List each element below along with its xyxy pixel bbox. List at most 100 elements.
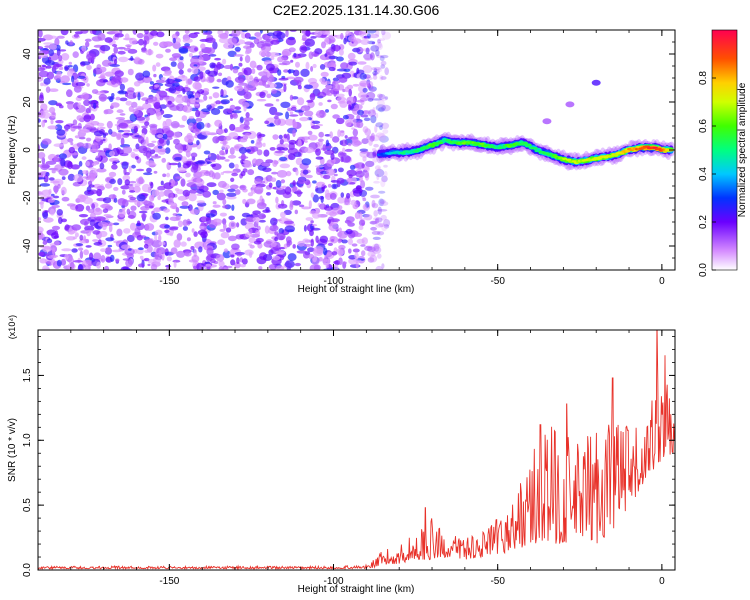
noise-blob xyxy=(48,88,59,92)
noise-blob xyxy=(104,247,112,255)
y-tick-label: 0.0 xyxy=(22,563,33,577)
noise-blob xyxy=(158,241,166,246)
noise-blob xyxy=(116,228,123,237)
noise-blob xyxy=(273,82,283,89)
noise-blob xyxy=(245,112,250,118)
noise-blob xyxy=(338,76,348,83)
noise-blob xyxy=(204,261,210,264)
noise-blob xyxy=(337,196,346,204)
noise-blob xyxy=(169,232,174,237)
noise-blob xyxy=(73,85,82,93)
noise-blob xyxy=(119,97,128,102)
noise-blob xyxy=(272,134,279,140)
noise-blob xyxy=(374,218,380,224)
noise-blob xyxy=(72,51,79,58)
noise-blob xyxy=(348,88,353,97)
noise-blob xyxy=(305,61,310,70)
noise-blob xyxy=(219,212,227,217)
colorbar-ticks: 0.0 0.2 0.4 0.6 0.8 xyxy=(698,71,716,277)
noise-blob xyxy=(364,246,373,251)
noise-blob xyxy=(178,48,189,54)
noise-blob xyxy=(129,222,137,231)
noise-blob xyxy=(115,258,120,262)
noise-blob xyxy=(195,161,206,165)
noise-blob xyxy=(145,99,149,105)
noise-blob xyxy=(41,265,50,270)
noise-blob xyxy=(177,166,187,173)
noise-blob xyxy=(286,76,296,80)
noise-blob xyxy=(375,104,386,112)
noise-blob xyxy=(384,96,389,100)
noise-blob xyxy=(229,147,235,155)
noise-blob xyxy=(373,243,380,252)
noise-blob xyxy=(131,164,136,169)
noise-blob xyxy=(275,265,285,270)
noise-blob xyxy=(380,76,387,80)
noise-blob xyxy=(303,251,310,259)
noise-blob xyxy=(151,239,162,248)
noise-blob xyxy=(134,183,141,187)
noise-blob xyxy=(355,260,359,269)
noise-blob xyxy=(363,53,373,60)
noise-blob xyxy=(165,48,171,53)
noise-blob xyxy=(221,144,230,150)
noise-blob xyxy=(136,32,144,39)
noise-blob xyxy=(377,209,388,212)
noise-blob xyxy=(184,251,192,257)
noise-blob xyxy=(379,199,386,205)
noise-blob xyxy=(211,172,216,180)
noise-blob xyxy=(102,133,107,138)
noise-blob xyxy=(374,124,378,133)
y-tick-label: 1.5 xyxy=(22,368,33,382)
noise-blob xyxy=(48,49,55,57)
noise-blob xyxy=(149,123,158,128)
noise-blob xyxy=(112,44,118,47)
noise-blob xyxy=(50,180,60,184)
noise-blob xyxy=(327,62,337,69)
noise-blob xyxy=(285,111,290,120)
noise-blob xyxy=(279,138,284,145)
noise-blob xyxy=(71,224,82,231)
noise-blob xyxy=(38,226,44,234)
noise-blob xyxy=(73,174,84,183)
noise-blob xyxy=(274,111,280,117)
noise-blob xyxy=(58,217,63,224)
noise-blob xyxy=(352,128,358,137)
noise-blob xyxy=(282,185,287,189)
noise-blob xyxy=(158,30,162,33)
noise-blob xyxy=(244,32,251,39)
noise-blob xyxy=(289,94,294,101)
noise-blob xyxy=(331,183,338,190)
noise-blob xyxy=(376,54,383,58)
noise-blob xyxy=(349,182,356,185)
noise-blob xyxy=(186,182,197,188)
noise-blob xyxy=(378,222,385,228)
noise-blob xyxy=(44,246,52,250)
noise-blob xyxy=(264,120,270,125)
noise-blob xyxy=(231,172,239,177)
noise-blob xyxy=(157,185,166,191)
noise-blob xyxy=(186,98,191,107)
noise-blob xyxy=(259,91,266,99)
noise-blob xyxy=(86,64,92,71)
noise-blob xyxy=(326,159,335,167)
spectrogram-panel: -150 -100 -50 0 -40 -20 0 20 40 Height of strai… xyxy=(7,29,676,295)
noise-blob xyxy=(187,68,192,73)
noise-blob xyxy=(231,204,235,211)
noise-blob xyxy=(294,209,298,215)
noise-blob xyxy=(182,219,189,227)
noise-blob xyxy=(53,241,60,246)
noise-blob xyxy=(223,128,228,134)
noise-blob xyxy=(332,83,341,92)
noise-blob xyxy=(110,102,120,108)
noise-blob xyxy=(60,30,69,36)
noise-blob xyxy=(78,214,89,218)
noise-blob xyxy=(55,120,64,124)
noise-blob xyxy=(325,84,333,89)
noise-blob xyxy=(370,226,377,231)
noise-blob xyxy=(367,33,371,39)
noise-blob xyxy=(363,117,371,122)
ridge-core xyxy=(625,150,631,153)
noise-blob xyxy=(327,242,333,246)
noise-blob xyxy=(150,155,162,159)
